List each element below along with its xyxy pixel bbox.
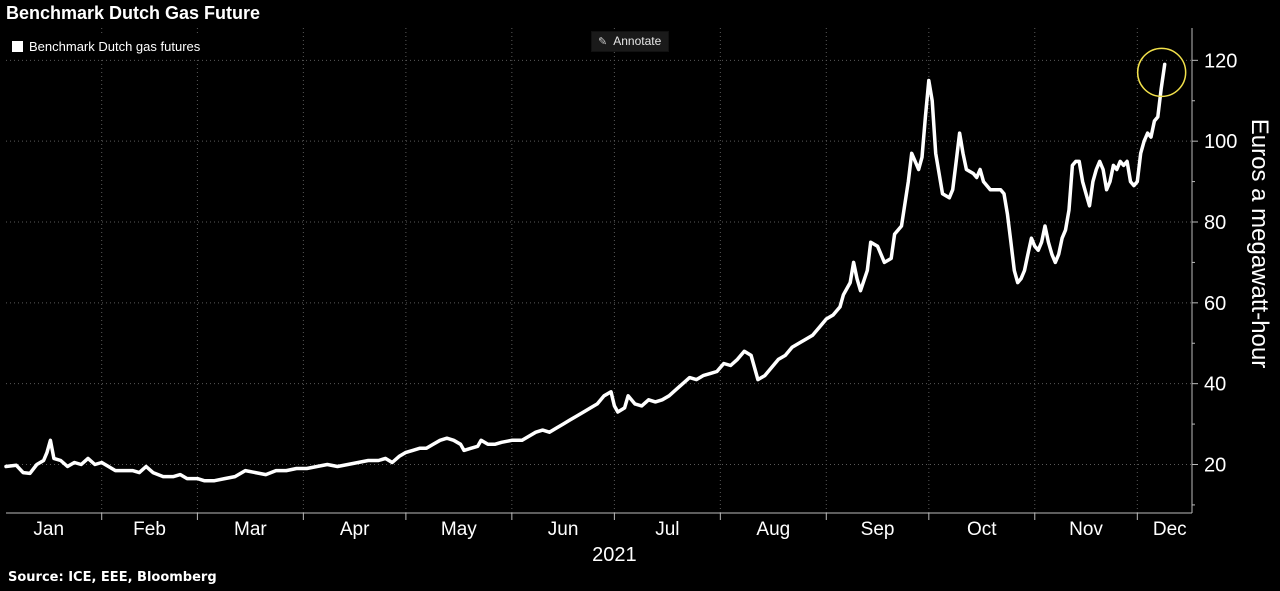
y-tick-label: 20 <box>1204 455 1226 477</box>
x-tick-label: Apr <box>340 519 370 540</box>
x-tick-label: Jan <box>33 519 64 540</box>
y-tick-label: 120 <box>1204 50 1237 72</box>
annotate-button[interactable]: ✎ Annotate <box>591 31 670 52</box>
legend-swatch <box>12 41 23 52</box>
x-tick-label: May <box>441 519 477 540</box>
x-tick-label: Aug <box>756 519 790 540</box>
x-tick-label: Mar <box>234 519 267 540</box>
x-tick-label: Jun <box>548 519 579 540</box>
legend-label: Benchmark Dutch gas futures <box>29 39 201 54</box>
y-tick-label: 100 <box>1204 131 1237 153</box>
x-tick-label: Nov <box>1069 519 1103 540</box>
y-tick-label: 80 <box>1204 212 1226 234</box>
x-tick-label: Jul <box>655 519 679 540</box>
annotate-label: Annotate <box>613 34 662 48</box>
x-tick-label: Feb <box>133 519 166 540</box>
pencil-icon: ✎ <box>598 35 608 48</box>
source-note: Source: ICE, EEE, Bloomberg <box>8 570 217 585</box>
chart-title: Benchmark Dutch Gas Future <box>6 3 261 23</box>
highlight-circle <box>1136 47 1187 98</box>
series-line <box>4 62 1167 483</box>
y-axis-title: Euros a megawatt-hour <box>1246 119 1273 368</box>
x-tick-label: Dec <box>1153 519 1187 540</box>
x-tick-label: Sep <box>861 519 895 540</box>
x-tick-label: Oct <box>967 519 997 540</box>
x-axis-title: 2021 <box>592 544 637 566</box>
y-tick-label: 60 <box>1204 293 1226 315</box>
y-tick-label: 40 <box>1204 374 1226 396</box>
legend: Benchmark Dutch gas futures <box>8 36 207 58</box>
